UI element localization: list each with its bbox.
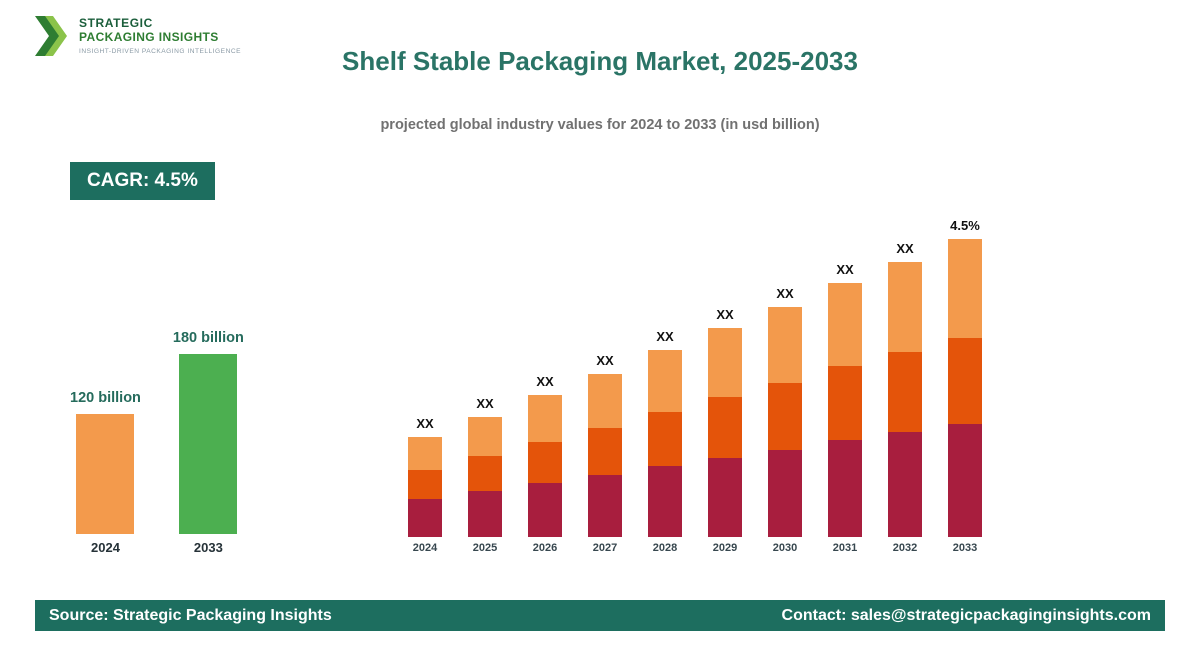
bar-segment-bottom xyxy=(768,450,802,537)
bar-segment-bottom xyxy=(828,440,862,537)
bar-segment-middle xyxy=(888,352,922,432)
bar-segment-bottom xyxy=(468,491,502,537)
bar-value-label: XX xyxy=(896,241,914,256)
bar-segment-top xyxy=(408,437,442,470)
stacked-bar xyxy=(708,328,742,537)
summary-bar-group-2024: 120 billion 2024 xyxy=(70,390,141,556)
footer-contact: Contact: sales@strategicpackaginginsight… xyxy=(781,606,1151,624)
stacked-bar xyxy=(948,239,982,537)
x-axis-label: 2025 xyxy=(472,542,498,554)
bar-value-label: XX xyxy=(476,396,494,411)
bar-segment-top xyxy=(468,417,502,456)
bar-segment-middle xyxy=(648,412,682,466)
logo-tagline: INSIGHT-DRIVEN PACKAGING INTELLIGENCE xyxy=(79,47,242,55)
stacked-bar xyxy=(408,437,442,537)
bar-segment-middle xyxy=(828,366,862,440)
bar-segment-bottom xyxy=(888,432,922,537)
bar-group-2024: XX 2024 xyxy=(408,416,442,556)
bar-value-label: 4.5% xyxy=(950,218,980,233)
bar-value-label: XX xyxy=(536,374,554,389)
bar-value-label: XX xyxy=(596,353,614,368)
logo-name-line1: STRATEGIC xyxy=(79,15,153,30)
summary-bar-group-2033: 180 billion 2033 xyxy=(173,330,244,556)
bar-segment-middle xyxy=(408,470,442,499)
bar-segment-middle xyxy=(468,456,502,491)
bar-group-2025: XX 2025 xyxy=(468,396,502,556)
bar-segment-middle xyxy=(528,442,562,483)
page-title: Shelf Stable Packaging Market, 2025-2033 xyxy=(342,46,858,76)
stacked-bar xyxy=(828,283,862,537)
stacked-bar xyxy=(588,374,622,537)
stacked-bar xyxy=(468,417,502,537)
bar-segment-top xyxy=(648,350,682,412)
logo: STRATEGIC PACKAGING INSIGHTS INSIGHT-DRI… xyxy=(35,14,241,58)
x-axis-label: 2024 xyxy=(412,542,438,554)
summary-bar xyxy=(76,414,135,534)
stacked-bar xyxy=(768,307,802,537)
bar-group-2032: XX 2032 xyxy=(888,241,922,556)
x-axis-label: 2032 xyxy=(892,542,918,554)
bar-segment-bottom xyxy=(648,466,682,537)
bar-group-2028: XX 2028 xyxy=(648,329,682,556)
bar-segment-top xyxy=(528,395,562,442)
bar-segment-bottom xyxy=(588,475,622,537)
bar-segment-top xyxy=(888,262,922,352)
page-subtitle: projected global industry values for 202… xyxy=(380,117,820,133)
footer-source: Source: Strategic Packaging Insights xyxy=(49,606,332,624)
x-axis-label: 2027 xyxy=(592,542,618,554)
bar-value-label: XX xyxy=(656,329,674,344)
footer-bar: Source: Strategic Packaging Insights Con… xyxy=(35,600,1165,631)
bar-segment-bottom xyxy=(408,499,442,537)
cagr-badge: CAGR: 4.5% xyxy=(70,162,215,200)
bar-group-2027: XX 2027 xyxy=(588,353,622,556)
bar-segment-middle xyxy=(588,428,622,475)
stacked-bar xyxy=(528,395,562,537)
bar-segment-top xyxy=(588,374,622,428)
summary-bar xyxy=(179,354,238,534)
x-axis-label: 2031 xyxy=(832,542,858,554)
bar-segment-top xyxy=(768,307,802,383)
bar-group-2026: XX 2026 xyxy=(528,374,562,556)
bar-group-2030: XX 2030 xyxy=(768,286,802,556)
logo-text: STRATEGIC PACKAGING INSIGHTS INSIGHT-DRI… xyxy=(79,15,242,55)
summary-chart: 120 billion 2024 180 billion 2033 xyxy=(70,300,244,556)
bar-segment-middle xyxy=(708,397,742,458)
main-chart: XX 2024 XX 2025 XX 2026 XX 2027 XX 2028 XX 2029 XX 20… xyxy=(408,200,982,556)
summary-x-axis-label: 2033 xyxy=(193,540,223,555)
bar-value-label: XX xyxy=(836,262,854,277)
x-axis-label: 2028 xyxy=(652,542,678,554)
bar-group-2031: XX 2031 xyxy=(828,262,862,556)
stacked-bar xyxy=(648,350,682,537)
bar-segment-middle xyxy=(768,383,802,450)
bar-segment-top xyxy=(708,328,742,397)
x-axis-label: 2029 xyxy=(712,542,738,554)
bar-segment-top xyxy=(948,239,982,338)
summary-x-axis-label: 2024 xyxy=(91,540,120,555)
bar-value-label: XX xyxy=(776,286,794,301)
summary-bar-value-label: 120 billion xyxy=(70,390,141,406)
bar-group-2029: XX 2029 xyxy=(708,307,742,556)
bar-value-label: XX xyxy=(416,416,434,431)
stacked-bar xyxy=(888,262,922,537)
x-axis-label: 2030 xyxy=(772,542,798,554)
logo-chevron-icon xyxy=(35,16,67,56)
x-axis-label: 2026 xyxy=(532,542,558,554)
bar-segment-bottom xyxy=(708,458,742,537)
bar-value-label: XX xyxy=(716,307,734,322)
bar-group-2033: 4.5% 2033 xyxy=(948,218,982,556)
summary-bar-value-label: 180 billion xyxy=(172,330,244,346)
logo-name-line2: PACKAGING INSIGHTS xyxy=(79,29,219,44)
x-axis-label: 2033 xyxy=(952,542,978,554)
bar-segment-middle xyxy=(948,338,982,424)
bar-segment-top xyxy=(828,283,862,366)
bar-segment-bottom xyxy=(948,424,982,537)
bar-segment-bottom xyxy=(528,483,562,537)
